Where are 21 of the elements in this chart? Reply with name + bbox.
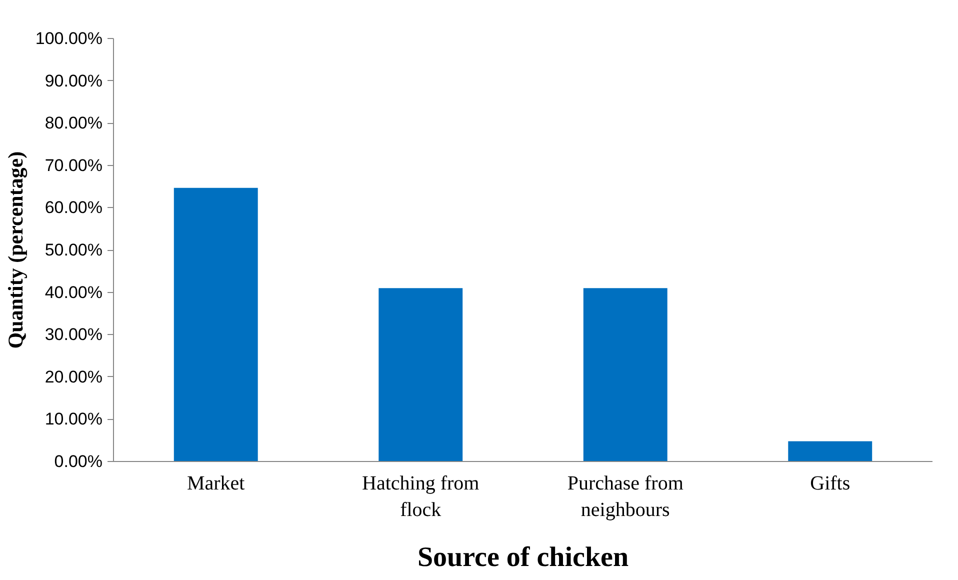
- y-tick-label: 70.00%: [44, 156, 103, 175]
- y-tick-label: 60.00%: [44, 198, 103, 218]
- bar: [788, 441, 872, 462]
- y-tick-label: 40.00%: [44, 282, 103, 302]
- y-tick-label: 80.00%: [44, 114, 103, 133]
- x-tick-label: Market: [187, 472, 246, 494]
- y-tick-label: 20.00%: [44, 367, 103, 386]
- x-tick-label: Purchase from neighbours: [567, 472, 684, 521]
- x-axis-title: Source of chicken: [417, 542, 629, 573]
- x-tick-label: Hatching from flock: [362, 472, 480, 521]
- bar: [583, 288, 668, 462]
- y-tick-label: 30.00%: [44, 325, 103, 344]
- y-tick-label: 10.00%: [44, 410, 103, 429]
- y-tick-label: 50.00%: [44, 240, 103, 260]
- y-axis-title: Quantity (percentage): [3, 151, 28, 349]
- bar: [378, 288, 463, 462]
- y-tick-label: 100.00%: [35, 29, 103, 48]
- x-tick-label: Gifts: [810, 472, 850, 494]
- bar: [174, 188, 258, 462]
- y-tick-label: 0.00%: [54, 452, 102, 471]
- y-tick-label: 90.00%: [44, 71, 103, 90]
